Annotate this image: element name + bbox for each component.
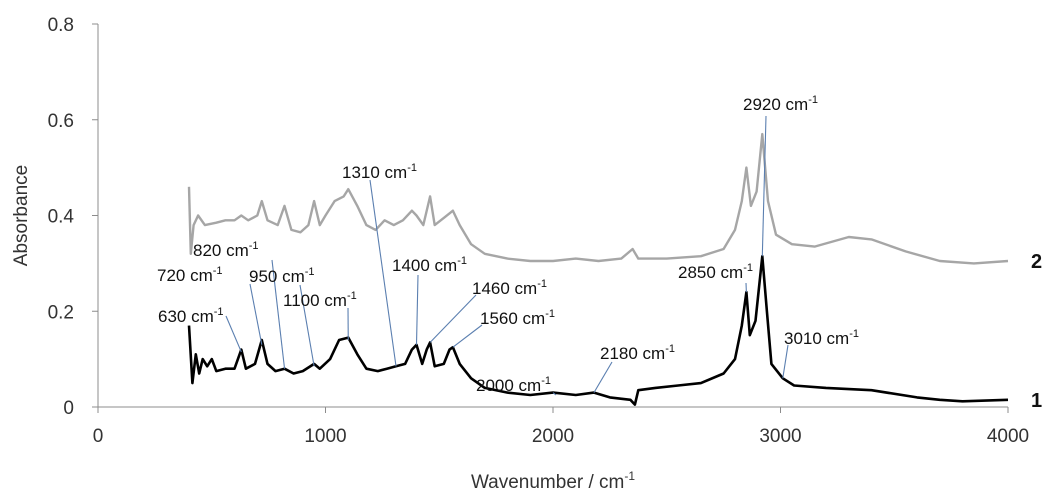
annotation-label-text: 630 cm [158, 307, 214, 326]
annotation-label-text: 950 cm [249, 267, 305, 286]
annotation-label: 2000 cm-1 [476, 375, 551, 395]
series-label-1: 1 [1031, 390, 1042, 412]
annotation-label: 1560 cm-1 [480, 308, 555, 328]
annotation-leader [761, 115, 767, 257]
annotation-leader [299, 284, 315, 367]
annotation-label-sup: -1 [249, 240, 259, 252]
x-tick-label: 4000 [987, 426, 1029, 447]
annotation-label-text: 2920 cm [743, 95, 808, 114]
x-tick-label: 0 [93, 426, 104, 447]
y-tick-label: 0 [63, 398, 74, 419]
annotation-label-text: 1460 cm [472, 279, 537, 298]
y-axis-title: Absorbance [11, 165, 32, 266]
annotation-label-sup: -1 [537, 278, 547, 290]
y-tick-label: 0.8 [48, 15, 74, 36]
x-axis-title-text: Wavenumber / cm [471, 472, 624, 493]
annotation-label-sup: -1 [214, 306, 224, 318]
x-tick-label: 1000 [304, 426, 346, 447]
annotation-leader [249, 283, 263, 345]
annotation-label-text: 1560 cm [480, 309, 545, 328]
annotation-label: 630 cm-1 [158, 306, 224, 326]
annotation-label: 2920 cm-1 [743, 94, 818, 114]
annotation-label-text: 3010 cm [784, 329, 849, 348]
y-tick-label: 0.4 [48, 207, 75, 228]
annotation-label-sup: -1 [541, 375, 551, 387]
annotation-leader [271, 259, 286, 369]
y-tick-label: 0.2 [48, 302, 74, 323]
annotation-label-text: 2180 cm [600, 344, 665, 363]
annotation-label-text: 1400 cm [392, 256, 457, 275]
annotation-leader [369, 179, 397, 367]
annotation-label-sup: -1 [665, 343, 675, 355]
annotation-leader [593, 361, 613, 393]
annotation-label-sup: -1 [347, 290, 357, 302]
annotation-label-sup: -1 [545, 308, 555, 320]
annotation-label-sup: -1 [213, 265, 223, 277]
series-line-2 [187, 132, 1009, 265]
annotation-label: 820 cm-1 [193, 240, 259, 260]
annotation-label-text: 2000 cm [476, 376, 541, 395]
annotation-label: 950 cm-1 [249, 266, 315, 286]
annotation-label-text: 1310 cm [342, 163, 407, 182]
annotation-label: 1310 cm-1 [342, 162, 417, 182]
y-tick-label: 0.6 [48, 111, 74, 132]
annotation-leader [782, 344, 789, 379]
annotation-label-sup: -1 [743, 262, 753, 274]
x-tick-label: 3000 [759, 426, 801, 447]
annotation-label: 720 cm-1 [157, 265, 223, 285]
annotation-label-text: 820 cm [193, 241, 249, 260]
annotation-label-sup: -1 [407, 162, 417, 174]
annotation-leader [452, 324, 483, 348]
annotation-label-sup: -1 [808, 94, 818, 106]
series-label-2: 2 [1031, 251, 1042, 273]
annotation-leader [225, 315, 242, 353]
x-tick-label: 2000 [532, 426, 574, 447]
annotation-label-sup: -1 [457, 255, 467, 267]
annotation-leader [429, 294, 477, 343]
annotation-leader [415, 274, 419, 345]
annotation-label: 1460 cm-1 [472, 278, 547, 298]
annotation-label: 1100 cm-1 [283, 290, 357, 310]
annotation-label-sup: -1 [849, 328, 859, 340]
annotation-label-text: 2850 cm [678, 263, 743, 282]
annotation-leader [552, 392, 557, 396]
annotation-label-sup: -1 [305, 266, 315, 278]
annotation-label: 2850 cm-1 [678, 262, 753, 282]
x-axis-title-sup: -1 [624, 469, 635, 483]
annotation-label: 1400 cm-1 [392, 255, 467, 275]
series-line-1 [187, 254, 1009, 406]
annotation-label-text: 720 cm [157, 266, 213, 285]
x-axis-title: Wavenumber / cm-1 [471, 469, 635, 493]
annotation-label-text: 1100 cm [283, 291, 347, 310]
annotation-label: 2180 cm-1 [600, 343, 675, 363]
annotation-label: 3010 cm-1 [784, 328, 859, 348]
